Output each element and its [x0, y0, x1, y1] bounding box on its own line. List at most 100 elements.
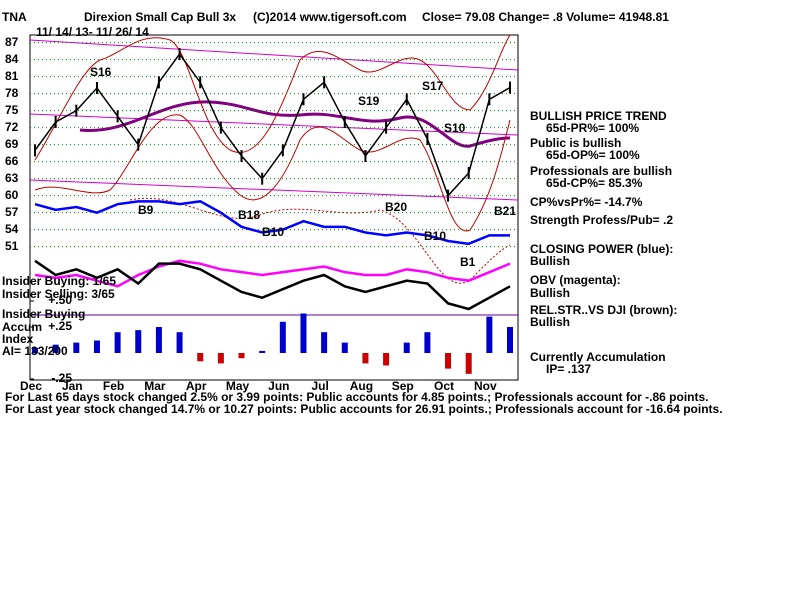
- side-note: Strength Profess/Pub= .2: [530, 213, 673, 227]
- accum-bar: [486, 316, 493, 353]
- accum-bar: [279, 321, 286, 353]
- y-tick-label: 75: [5, 103, 19, 117]
- plot-frame: [29, 34, 519, 381]
- accum-bar: [259, 350, 266, 353]
- y2-tick-label: +.50: [48, 293, 72, 307]
- y-tick-label: 81: [5, 69, 19, 83]
- left-label: Accum: [2, 320, 42, 334]
- x-tick-label: Jul: [311, 379, 328, 393]
- left-label: Insider Buying: [2, 307, 85, 321]
- source: (C)2014 www.tigersoft.com: [253, 10, 407, 24]
- signal-label: S10: [444, 121, 466, 135]
- side-note: 65d-PR%= 100%: [546, 121, 639, 135]
- trend-line: [29, 39, 519, 71]
- x-tick-label: Sep: [392, 379, 414, 393]
- y-tick-label: 84: [5, 52, 19, 66]
- side-note: OBV (magenta):: [530, 273, 621, 287]
- left-label: Insider Selling: 3/65: [2, 287, 115, 301]
- trend-line: [29, 113, 519, 136]
- side-note: IP= .137: [546, 362, 591, 376]
- accum-bar: [321, 332, 328, 353]
- accum-bar: [32, 347, 38, 353]
- accum-bar: [362, 353, 369, 364]
- accum-bar: [238, 353, 245, 359]
- quote: Close= 79.08 Change= .8 Volume= 41948.81: [422, 10, 669, 24]
- signal-label: B9: [138, 203, 154, 217]
- y-tick-label: 57: [5, 205, 19, 219]
- side-note: REL.STR..VS DJI (brown):: [530, 303, 677, 317]
- x-tick-label: Mar: [144, 379, 166, 393]
- y-tick-label: 54: [5, 222, 19, 236]
- x-tick-label: Nov: [474, 379, 497, 393]
- accum-bar: [135, 330, 142, 353]
- signal-label: S16: [90, 65, 112, 79]
- moving-average: [79, 100, 511, 148]
- x-tick-label: Aug: [350, 379, 373, 393]
- series-line: [34, 259, 511, 288]
- accum-bar: [73, 342, 80, 353]
- y-tick-label: 78: [5, 86, 19, 100]
- ticker: TNA: [2, 10, 27, 24]
- side-note: CP%vsPr%= -14.7%: [530, 195, 643, 209]
- accum-bar: [403, 342, 410, 353]
- series-line: [34, 52, 511, 198]
- side-note: Professionals are bullish: [530, 164, 672, 178]
- left-label: Insider Buying: 1/65: [2, 274, 116, 288]
- band-lower: [34, 114, 511, 232]
- x-tick-label: Feb: [103, 379, 124, 393]
- band-upper: [34, 34, 511, 161]
- date-range: 11/ 14/ 13- 11/ 26/ 14: [36, 25, 149, 39]
- accum-bar: [93, 340, 100, 353]
- signal-label: B10: [262, 225, 284, 239]
- accum-bar: [217, 353, 224, 364]
- accum-bar: [197, 353, 204, 362]
- accum-bar: [176, 332, 183, 353]
- y-tick-label: 66: [5, 154, 19, 168]
- accum-bar: [155, 327, 162, 353]
- accum-bar: [424, 332, 431, 353]
- accum-bar: [114, 332, 121, 353]
- signal-label: B21: [494, 204, 516, 218]
- y-tick-label: 63: [5, 171, 19, 185]
- y-tick-label: 60: [5, 188, 19, 202]
- signal-label: B18: [238, 208, 260, 222]
- accum-bar: [52, 344, 59, 353]
- side-note: BULLISH PRICE TREND: [530, 109, 667, 123]
- accum-bar: [445, 353, 452, 369]
- series-line: [34, 259, 511, 311]
- left-label: Index: [2, 332, 34, 346]
- side-note: Currently Accumulation: [530, 350, 666, 364]
- y-tick-label: 72: [5, 120, 19, 134]
- accum-bar: [300, 313, 307, 353]
- y-tick-label: 87: [5, 35, 19, 49]
- footer-line: For Last year stock changed 14.7% or 10.…: [5, 402, 723, 416]
- side-note: Public is bullish: [530, 136, 621, 150]
- x-tick-label: Apr: [186, 379, 207, 393]
- signal-label: B10: [424, 229, 446, 243]
- y-tick-label: 51: [5, 239, 19, 253]
- signal-label: B20: [385, 200, 407, 214]
- side-note: Bullish: [530, 286, 570, 300]
- side-note: 65d-OP%= 100%: [546, 148, 640, 162]
- trend-line: [29, 179, 519, 201]
- accum-bar: [341, 342, 348, 353]
- chart-title: Direxion Small Cap Bull 3x: [84, 10, 236, 24]
- accum-bar: [507, 327, 513, 353]
- signal-label: B1: [460, 255, 476, 269]
- side-note: Bullish: [530, 254, 570, 268]
- x-tick-label: Dec: [20, 379, 42, 393]
- left-label: AI= 133/200: [2, 344, 68, 358]
- side-note: CLOSING POWER (blue):: [530, 242, 673, 256]
- accum-bar: [383, 353, 390, 366]
- signal-label: S19: [358, 94, 380, 108]
- x-tick-label: Jan: [62, 379, 83, 393]
- x-tick-label: Jun: [268, 379, 289, 393]
- y2-tick-label: +.25: [48, 319, 72, 333]
- side-note: Bullish: [530, 315, 570, 329]
- x-tick-label: May: [226, 379, 250, 393]
- support-curve: [129, 198, 511, 284]
- y2-tick-label: -.25: [51, 371, 72, 385]
- series-line: [34, 200, 510, 246]
- accum-bar: [465, 353, 472, 374]
